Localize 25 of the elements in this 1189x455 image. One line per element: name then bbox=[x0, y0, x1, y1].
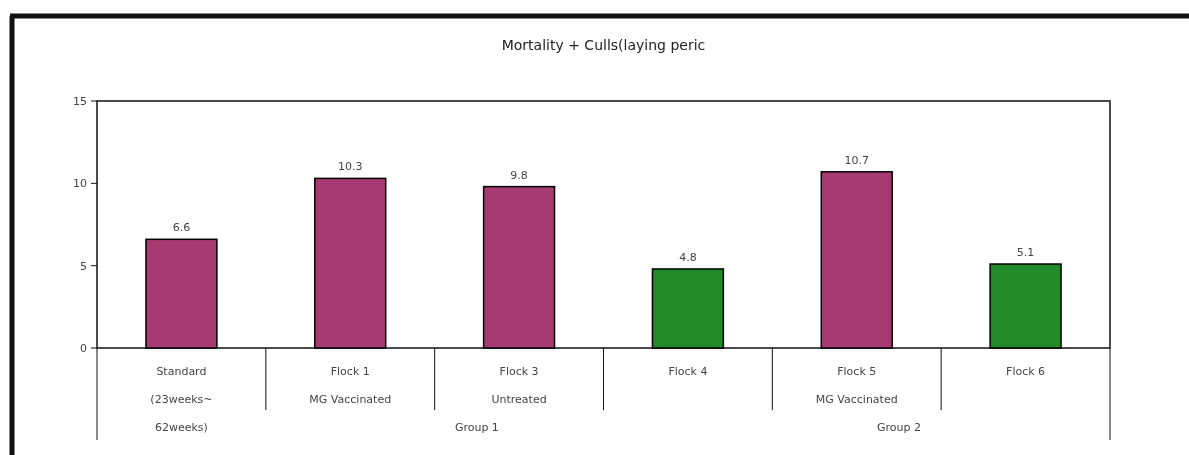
category-label: Flock 1 MG Vaccinated bbox=[309, 365, 392, 406]
bar bbox=[145, 238, 218, 349]
x-tick-label: Flock 6 bbox=[1006, 365, 1046, 378]
x-tick-label: Flock 4 bbox=[668, 365, 708, 378]
bar bbox=[651, 268, 725, 349]
bar bbox=[482, 185, 556, 349]
bar bbox=[820, 171, 893, 349]
bar bbox=[989, 263, 1062, 349]
data-label: 9.8 bbox=[510, 168, 528, 182]
y-tick-label: 0 bbox=[80, 342, 87, 355]
data-label: 10.3 bbox=[338, 160, 363, 174]
data-label: 4.8 bbox=[679, 250, 697, 264]
y-tick-label: 15 bbox=[73, 95, 87, 108]
y-tick-label: 10 bbox=[73, 177, 87, 191]
category-label: Flock 3 Untreated bbox=[491, 365, 547, 406]
data-label: 10.7 bbox=[844, 153, 869, 167]
text: Group 2 bbox=[876, 421, 921, 434]
category-label: Flock 5 MG Vaccinated bbox=[815, 365, 898, 406]
chart-title: Mortality + Culls(laying peric bbox=[501, 37, 706, 53]
data-label: 6.6 bbox=[172, 221, 191, 235]
category-label: Standard (23weeks~ 62weeks) bbox=[150, 365, 213, 434]
data-label: 5.1 bbox=[1016, 246, 1035, 260]
y-tick-label: 5 bbox=[80, 259, 87, 273]
text: Group 1 bbox=[454, 421, 499, 434]
bar bbox=[314, 177, 387, 349]
